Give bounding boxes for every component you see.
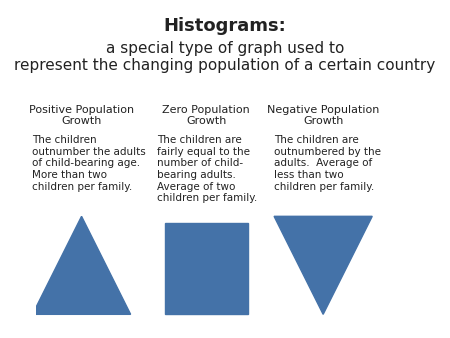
Text: The children
outnumber the adults
of child-bearing age.
More than two
children p: The children outnumber the adults of chi… [32,135,146,192]
Text: The children are
outnumbered by the
adults.  Average of
less than two
children p: The children are outnumbered by the adul… [274,135,381,192]
Polygon shape [32,216,130,314]
Text: The children are
fairly equal to the
number of child-
bearing adults.
Average of: The children are fairly equal to the num… [157,135,257,203]
FancyBboxPatch shape [165,223,248,314]
Text: Zero Population
Growth: Zero Population Growth [162,105,250,126]
Text: Positive Population
Growth: Positive Population Growth [29,105,134,126]
Text: a special type of graph used to
represent the changing population of a certain c: a special type of graph used to represen… [14,41,436,73]
Text: Negative Population
Growth: Negative Population Growth [267,105,379,126]
Text: Histograms:: Histograms: [164,17,286,35]
Polygon shape [274,216,372,314]
